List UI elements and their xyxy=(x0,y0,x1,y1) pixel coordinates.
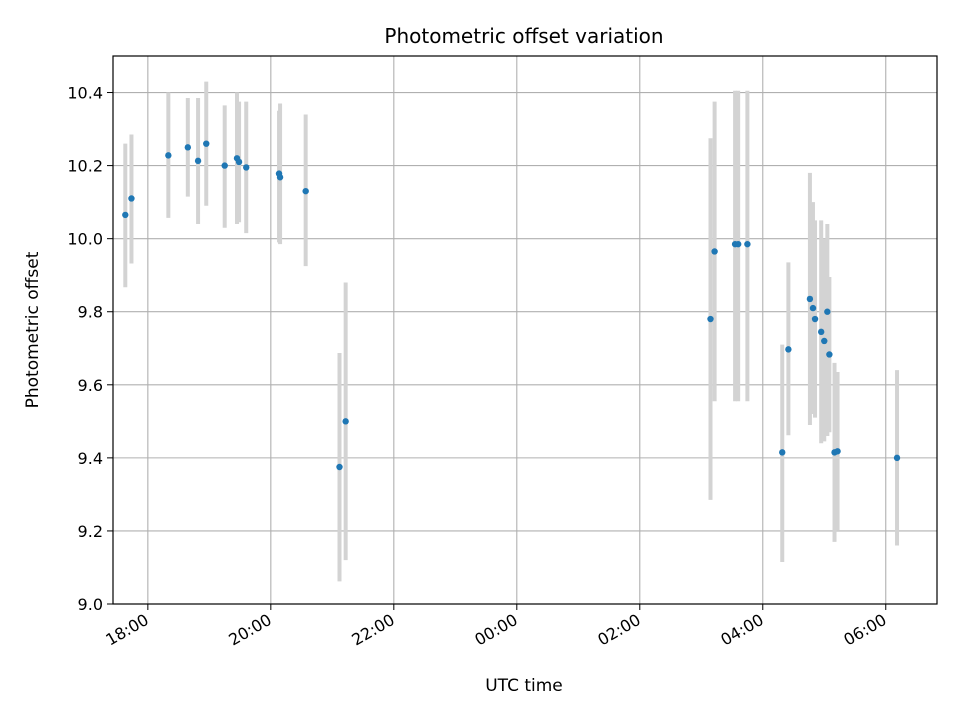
chart-title: Photometric offset variation xyxy=(384,24,663,48)
data-point xyxy=(821,337,828,345)
data-point xyxy=(243,164,250,171)
data-point xyxy=(734,240,742,248)
y-axis-title: Photometric offset xyxy=(23,251,43,408)
y-tick-label: 9.6 xyxy=(78,376,103,395)
data-point xyxy=(336,463,343,471)
data-point xyxy=(811,315,819,323)
y-tick-label: 10.0 xyxy=(67,230,103,249)
data-point xyxy=(184,144,192,151)
data-point xyxy=(806,295,814,303)
data-point xyxy=(707,315,714,323)
data-point xyxy=(785,346,792,353)
data-point xyxy=(165,152,172,159)
data-point xyxy=(744,240,751,248)
data-point xyxy=(834,448,841,455)
data-point xyxy=(276,174,284,181)
data-point xyxy=(826,351,833,358)
data-point xyxy=(893,454,901,462)
y-tick-label: 9.0 xyxy=(78,595,103,614)
x-axis-title: UTC time xyxy=(485,676,563,696)
data-point xyxy=(711,248,718,255)
data-points xyxy=(122,140,901,471)
y-tick-label: 9.4 xyxy=(78,449,103,468)
data-point xyxy=(235,158,243,166)
data-point xyxy=(817,328,825,336)
y-tick-label: 10.2 xyxy=(67,157,103,176)
data-point xyxy=(342,418,349,425)
data-point xyxy=(302,187,309,195)
y-tick-label: 10.4 xyxy=(67,84,103,103)
data-point xyxy=(128,195,135,202)
data-point xyxy=(221,162,228,169)
y-tick-label: 9.2 xyxy=(78,522,103,541)
data-point xyxy=(809,304,817,312)
data-point xyxy=(194,157,202,165)
y-tick-label: 9.8 xyxy=(78,303,103,322)
data-point xyxy=(779,449,786,456)
data-point xyxy=(122,211,129,219)
data-point xyxy=(203,140,210,147)
plot-frame xyxy=(112,55,938,605)
y-axis: 9.0 9.2 9.4 9.6 9.8 10.0 10.2 10.4 xyxy=(67,84,113,614)
data-point xyxy=(824,308,831,315)
